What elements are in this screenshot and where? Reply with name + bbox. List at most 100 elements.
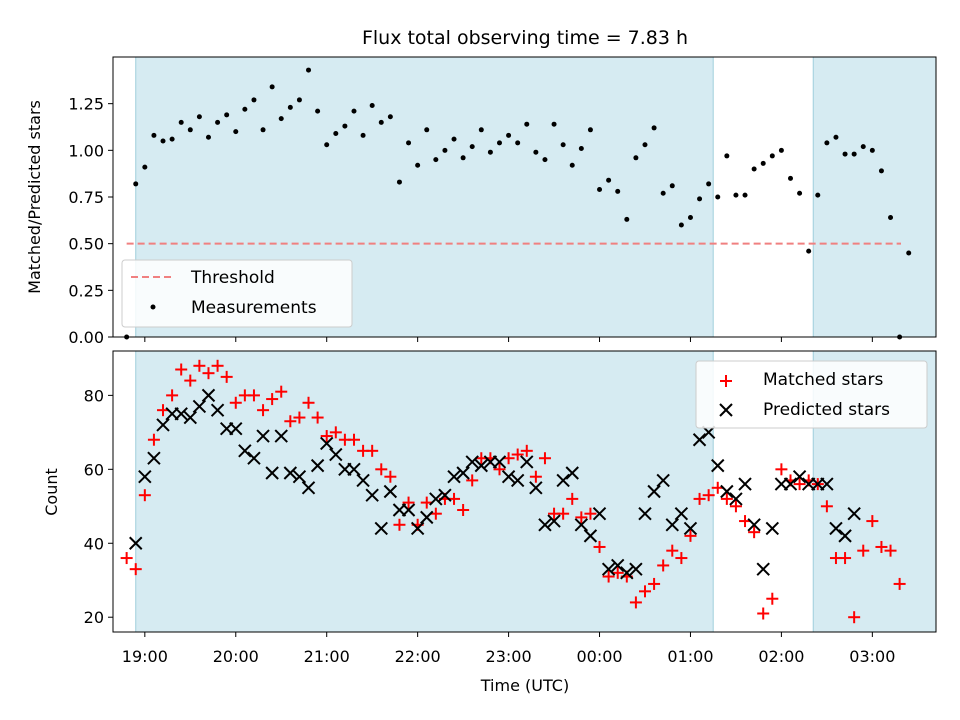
predicted-point-48 bbox=[565, 466, 579, 480]
count-x-axis-label: Time (UTC) bbox=[480, 676, 569, 695]
measurement-point-36 bbox=[451, 136, 457, 142]
measurement-point-2 bbox=[142, 164, 148, 170]
predicted-point-66 bbox=[729, 492, 743, 506]
count-xtick-label-2: 21:00 bbox=[304, 647, 350, 666]
measurement-point-79 bbox=[842, 151, 848, 157]
matched-point-23 bbox=[329, 426, 342, 439]
predicted-point-20 bbox=[310, 458, 325, 473]
matched-point-50 bbox=[575, 511, 588, 524]
measurement-point-71 bbox=[769, 153, 775, 159]
predicted-point-73 bbox=[792, 470, 807, 484]
predicted-point-5 bbox=[174, 407, 188, 421]
measurement-point-75 bbox=[806, 248, 812, 254]
matched-point-10 bbox=[211, 359, 224, 372]
measurement-point-69 bbox=[751, 166, 757, 172]
measurement-point-66 bbox=[724, 153, 730, 159]
measurement-point-18 bbox=[287, 104, 293, 110]
matched-point-9 bbox=[202, 367, 215, 380]
predicted-point-6 bbox=[183, 410, 198, 425]
predicted-point-9 bbox=[210, 403, 225, 417]
measurement-point-28 bbox=[378, 119, 384, 125]
measurement-point-54 bbox=[615, 188, 621, 194]
predicted-point-25 bbox=[356, 473, 370, 488]
ratio-ytick-label-0: 0.00 bbox=[68, 328, 104, 347]
count-legend-box bbox=[695, 360, 928, 429]
matched-point-66 bbox=[720, 492, 733, 505]
ratio-legend-box bbox=[121, 259, 353, 328]
predicted-point-78 bbox=[838, 529, 852, 543]
matched-point-31 bbox=[402, 496, 415, 509]
count-y-axis-label: Count bbox=[42, 468, 61, 516]
measurement-point-10 bbox=[215, 119, 221, 125]
count-xtick-label-3: 22:00 bbox=[395, 647, 441, 666]
matched-point-19 bbox=[293, 411, 306, 424]
count-ytick-label-1: 40 bbox=[84, 534, 104, 553]
measurement-point-46 bbox=[542, 157, 548, 163]
measurement-point-34 bbox=[433, 157, 439, 163]
measurement-point-73 bbox=[787, 175, 793, 181]
count-ytick-label-0: 20 bbox=[84, 608, 104, 627]
matched-point-84 bbox=[884, 544, 897, 557]
matched-point-64 bbox=[702, 489, 715, 502]
measurement-point-47 bbox=[551, 121, 557, 127]
predicted-point-38 bbox=[474, 458, 489, 473]
measurement-point-16 bbox=[269, 84, 275, 90]
measurement-point-52 bbox=[597, 187, 603, 193]
ratio-ytick-label-2: 0.50 bbox=[68, 235, 104, 254]
matched-point-3 bbox=[147, 433, 160, 446]
predicted-point-26 bbox=[365, 488, 379, 502]
ratio-y-axis-label: Matched/Predicted stars bbox=[25, 100, 44, 294]
measurement-point-42 bbox=[506, 132, 512, 138]
measurement-point-51 bbox=[587, 127, 593, 133]
measurement-point-35 bbox=[442, 147, 448, 153]
matched-point-71 bbox=[766, 592, 779, 605]
predicted-point-16 bbox=[274, 429, 288, 443]
measurement-point-33 bbox=[424, 127, 430, 133]
measurement-point-30 bbox=[396, 179, 402, 185]
measurement-point-39 bbox=[478, 127, 484, 133]
predicted-point-49 bbox=[574, 518, 589, 532]
measurement-point-6 bbox=[178, 119, 184, 125]
matched-point-17 bbox=[275, 385, 288, 398]
matched-point-74 bbox=[793, 478, 806, 491]
predicted-point-57 bbox=[647, 484, 661, 499]
predicted-point-70 bbox=[765, 521, 780, 536]
matched-point-77 bbox=[820, 500, 833, 513]
matched-point-37 bbox=[457, 503, 470, 516]
predicted-point-18 bbox=[292, 470, 307, 484]
predicted-point-27 bbox=[374, 521, 388, 536]
measurement-point-25 bbox=[351, 108, 357, 114]
measurement-point-27 bbox=[369, 103, 375, 109]
ratio-ytick-label-1: 0.25 bbox=[68, 281, 104, 300]
matched-point-58 bbox=[648, 577, 661, 590]
matched-point-53 bbox=[602, 570, 615, 583]
predicted-point-68 bbox=[747, 518, 761, 532]
matched-point-70 bbox=[757, 607, 770, 620]
matched-point-2 bbox=[138, 489, 151, 502]
matched-point-12 bbox=[229, 396, 242, 409]
predicted-point-52 bbox=[601, 562, 616, 576]
predicted-point-76 bbox=[820, 477, 834, 491]
measurement-point-43 bbox=[515, 140, 521, 146]
measurement-point-13 bbox=[242, 106, 248, 112]
predicted-point-11 bbox=[229, 421, 243, 436]
measurement-point-5 bbox=[169, 136, 175, 142]
matched-point-67 bbox=[729, 500, 742, 513]
matched-point-38 bbox=[466, 474, 479, 487]
predicted-point-30 bbox=[401, 503, 416, 517]
predicted-point-47 bbox=[556, 473, 570, 488]
measurement-point-55 bbox=[624, 216, 630, 222]
matched-point-11 bbox=[220, 370, 233, 383]
measurement-point-15 bbox=[260, 127, 266, 133]
count-panel: 20 40 60 80 19:00 20:00 21:00 22:00 23:00 00:00 0… bbox=[42, 350, 937, 695]
predicted-point-42 bbox=[510, 473, 525, 488]
measurement-point-77 bbox=[824, 140, 830, 146]
matched-point-79 bbox=[839, 552, 852, 565]
predicted-point-56 bbox=[638, 506, 652, 521]
legend-measurements-swatch bbox=[150, 304, 156, 310]
matched-point-25 bbox=[347, 433, 360, 446]
predicted-point-28 bbox=[383, 484, 398, 499]
measurement-point-63 bbox=[697, 196, 703, 202]
predicted-point-32 bbox=[420, 510, 434, 525]
count-ytick-label-2: 60 bbox=[84, 460, 104, 479]
